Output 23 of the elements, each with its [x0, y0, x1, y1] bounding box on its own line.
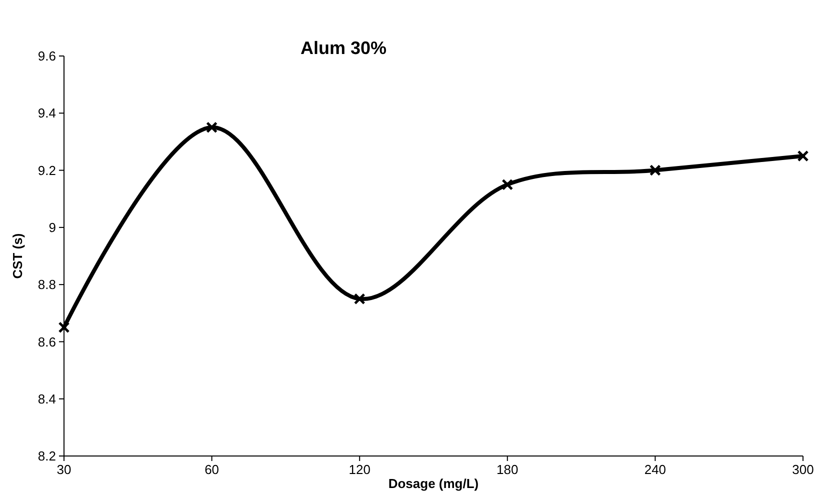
- point: [206, 122, 218, 134]
- x-tick-label: 300: [792, 462, 814, 477]
- y-tick-label: 8.8: [38, 277, 56, 292]
- y-tick-label: 8.4: [38, 391, 56, 406]
- y-tick-label: 9.2: [38, 162, 56, 178]
- point: [502, 178, 514, 190]
- y-axis-title: CST (s): [10, 233, 25, 279]
- y-tick-label: 9.6: [38, 48, 56, 64]
- x-tick-label: 120: [348, 462, 370, 477]
- x-tick-label: 60: [204, 462, 220, 477]
- x-tick-label: 180: [496, 462, 518, 477]
- y-tick-label: 9.4: [38, 106, 56, 121]
- point: [58, 322, 70, 334]
- point: [797, 150, 809, 162]
- x-tick-label: 240: [644, 462, 666, 477]
- point: [649, 164, 661, 176]
- x-tick-label: 30: [56, 462, 72, 477]
- x-axis-title: Dosage (mg/L): [388, 476, 479, 491]
- y-tick-label: 8.6: [38, 334, 56, 350]
- point: [354, 293, 366, 305]
- chart-title: Alum 30%: [300, 38, 387, 58]
- y-tick-label: 8.2: [38, 448, 56, 464]
- y-tick-label: 9: [48, 220, 56, 235]
